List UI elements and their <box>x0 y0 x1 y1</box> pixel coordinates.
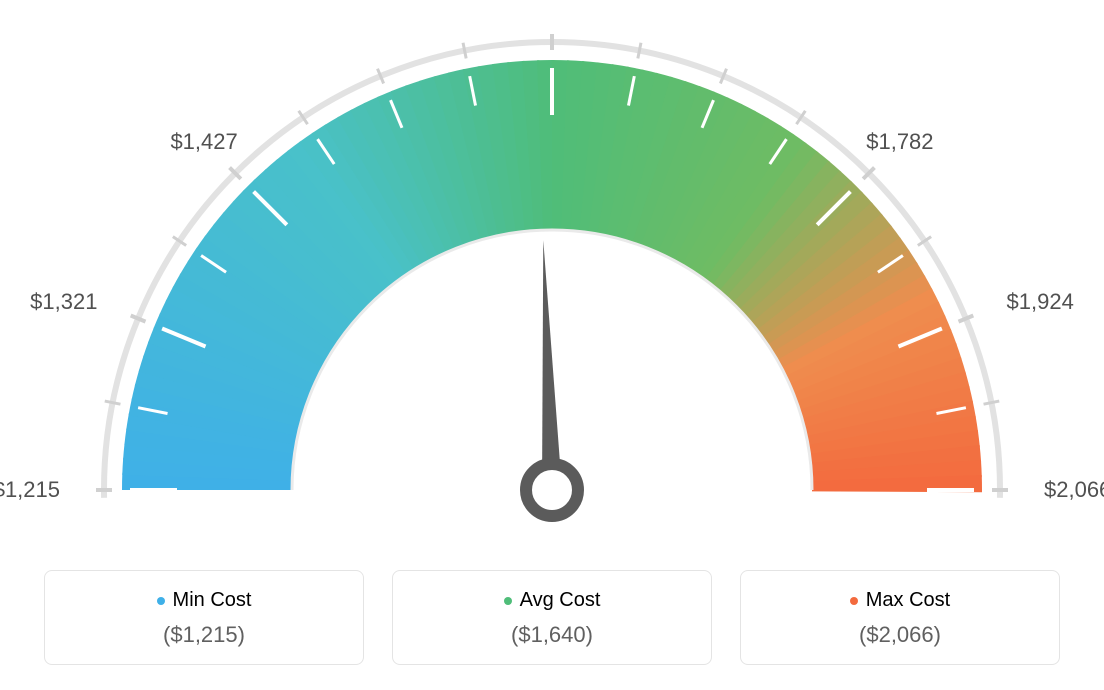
legend-row: Min Cost ($1,215) Avg Cost ($1,640) Max … <box>44 570 1060 665</box>
gauge-tick-label: $1,782 <box>866 129 933 155</box>
cost-gauge: $1,215$1,321$1,427$1,640$1,782$1,924$2,0… <box>52 20 1052 540</box>
gauge-tick-label: $1,321 <box>30 289 97 315</box>
gauge-svg <box>52 20 1052 540</box>
gauge-tick-label: $1,215 <box>0 477 60 503</box>
gauge-needle <box>542 240 562 490</box>
gauge-tick-label: $2,066 <box>1044 477 1104 503</box>
legend-value-avg: ($1,640) <box>403 622 701 648</box>
legend-card-min: Min Cost ($1,215) <box>44 570 364 665</box>
legend-value-max: ($2,066) <box>751 622 1049 648</box>
gauge-hub <box>526 464 578 516</box>
legend-title-avg: Avg Cost <box>504 589 601 612</box>
legend-card-avg: Avg Cost ($1,640) <box>392 570 712 665</box>
legend-value-min: ($1,215) <box>55 622 353 648</box>
gauge-tick-label: $1,427 <box>170 129 237 155</box>
gauge-tick-label: $1,924 <box>1007 289 1074 315</box>
legend-title-max: Max Cost <box>850 589 950 612</box>
legend-card-max: Max Cost ($2,066) <box>740 570 1060 665</box>
legend-title-min: Min Cost <box>157 589 252 612</box>
